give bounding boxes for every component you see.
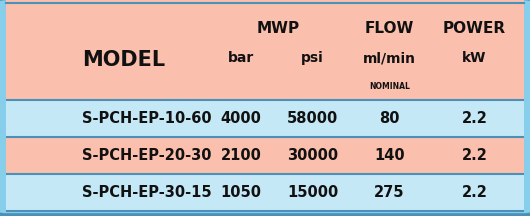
Text: 2100: 2100 [220, 148, 262, 163]
Text: FLOW: FLOW [365, 21, 414, 36]
Text: 2.2: 2.2 [462, 148, 487, 163]
Text: S-PCH-EP-20-30: S-PCH-EP-20-30 [82, 148, 211, 163]
Bar [6, 0, 524, 100]
Text: S-PCH-EP-30-15: S-PCH-EP-30-15 [82, 185, 212, 200]
Text: POWER: POWER [443, 21, 506, 36]
Bar [6, 137, 524, 174]
Text: 15000: 15000 [287, 185, 338, 200]
Text: MWP: MWP [257, 21, 300, 36]
Text: NOMINAL: NOMINAL [369, 82, 410, 91]
Text: bar: bar [228, 51, 254, 65]
Text: psi: psi [302, 51, 324, 65]
Bar [6, 100, 524, 137]
Text: 58000: 58000 [287, 111, 338, 126]
Text: 140: 140 [374, 148, 405, 163]
Text: 2.2: 2.2 [462, 111, 487, 126]
Text: 275: 275 [374, 185, 405, 200]
Text: MODEL: MODEL [82, 51, 165, 70]
Text: 30000: 30000 [287, 148, 338, 163]
Text: 2.2: 2.2 [462, 185, 487, 200]
Text: 4000: 4000 [220, 111, 262, 126]
Text: 80: 80 [379, 111, 400, 126]
Text: 1050: 1050 [220, 185, 262, 200]
Text: S-PCH-EP-10-60: S-PCH-EP-10-60 [82, 111, 212, 126]
Bar [6, 174, 524, 211]
Text: ml/min: ml/min [363, 51, 416, 65]
Text: kW: kW [462, 51, 487, 65]
